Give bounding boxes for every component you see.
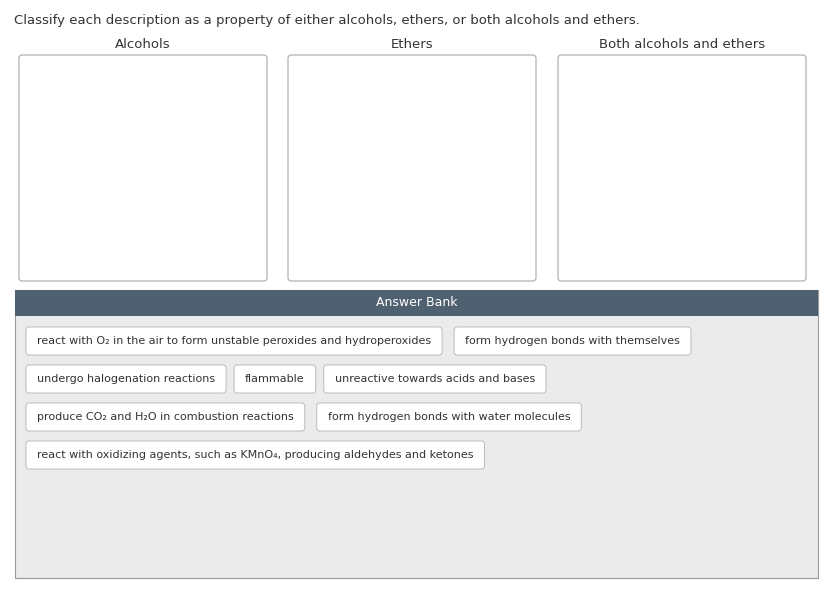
- FancyBboxPatch shape: [288, 55, 536, 281]
- FancyBboxPatch shape: [26, 403, 305, 431]
- FancyBboxPatch shape: [15, 290, 818, 578]
- FancyBboxPatch shape: [558, 55, 806, 281]
- Text: Both alcohols and ethers: Both alcohols and ethers: [599, 38, 765, 51]
- FancyBboxPatch shape: [317, 403, 581, 431]
- FancyBboxPatch shape: [26, 327, 442, 355]
- Text: Ethers: Ethers: [391, 38, 433, 51]
- Text: Answer Bank: Answer Bank: [376, 297, 457, 310]
- FancyBboxPatch shape: [454, 327, 691, 355]
- FancyBboxPatch shape: [19, 55, 267, 281]
- Text: form hydrogen bonds with water molecules: form hydrogen bonds with water molecules: [327, 412, 571, 422]
- Text: react with O₂ in the air to form unstable peroxides and hydroperoxides: react with O₂ in the air to form unstabl…: [37, 336, 431, 346]
- FancyBboxPatch shape: [26, 441, 485, 469]
- Text: react with oxidizing agents, such as KMnO₄, producing aldehydes and ketones: react with oxidizing agents, such as KMn…: [37, 450, 473, 460]
- Text: produce CO₂ and H₂O in combustion reactions: produce CO₂ and H₂O in combustion reacti…: [37, 412, 294, 422]
- Text: Alcohols: Alcohols: [115, 38, 171, 51]
- Text: unreactive towards acids and bases: unreactive towards acids and bases: [335, 374, 535, 384]
- FancyBboxPatch shape: [324, 365, 546, 393]
- Text: Classify each description as a property of either alcohols, ethers, or both alco: Classify each description as a property …: [14, 14, 640, 27]
- FancyBboxPatch shape: [26, 365, 226, 393]
- FancyBboxPatch shape: [15, 290, 818, 316]
- Text: flammable: flammable: [245, 374, 305, 384]
- Text: form hydrogen bonds with themselves: form hydrogen bonds with themselves: [465, 336, 680, 346]
- FancyBboxPatch shape: [234, 365, 316, 393]
- Text: undergo halogenation reactions: undergo halogenation reactions: [37, 374, 215, 384]
